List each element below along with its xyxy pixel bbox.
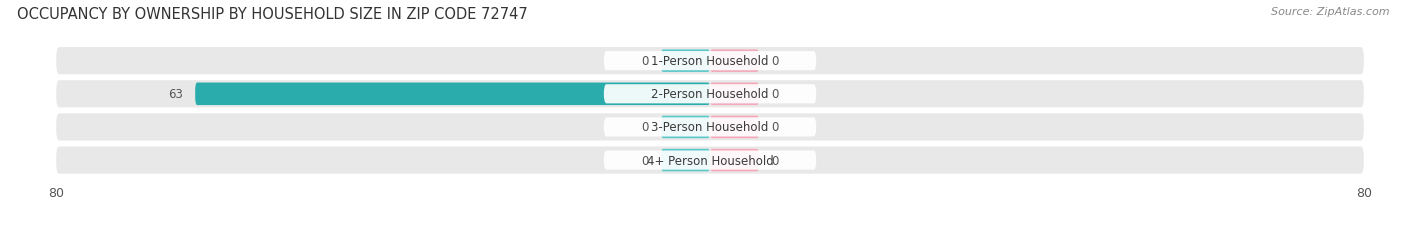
- Text: 0: 0: [641, 121, 648, 134]
- Text: 4+ Person Household: 4+ Person Household: [647, 154, 773, 167]
- FancyBboxPatch shape: [603, 52, 817, 71]
- FancyBboxPatch shape: [710, 50, 759, 73]
- Text: 3-Person Household: 3-Person Household: [651, 121, 769, 134]
- FancyBboxPatch shape: [710, 83, 759, 106]
- Text: 0: 0: [772, 88, 779, 101]
- FancyBboxPatch shape: [603, 151, 817, 170]
- FancyBboxPatch shape: [603, 118, 817, 137]
- FancyBboxPatch shape: [56, 81, 1364, 108]
- Text: 0: 0: [772, 154, 779, 167]
- FancyBboxPatch shape: [661, 50, 710, 73]
- FancyBboxPatch shape: [56, 114, 1364, 141]
- Text: 63: 63: [169, 88, 183, 101]
- FancyBboxPatch shape: [603, 85, 817, 104]
- Text: 0: 0: [641, 55, 648, 68]
- Text: OCCUPANCY BY OWNERSHIP BY HOUSEHOLD SIZE IN ZIP CODE 72747: OCCUPANCY BY OWNERSHIP BY HOUSEHOLD SIZE…: [17, 7, 527, 22]
- FancyBboxPatch shape: [195, 83, 710, 106]
- Text: 1-Person Household: 1-Person Household: [651, 55, 769, 68]
- Text: 0: 0: [641, 154, 648, 167]
- FancyBboxPatch shape: [710, 149, 759, 172]
- FancyBboxPatch shape: [661, 149, 710, 172]
- FancyBboxPatch shape: [710, 116, 759, 139]
- Text: Source: ZipAtlas.com: Source: ZipAtlas.com: [1271, 7, 1389, 17]
- Text: 0: 0: [772, 121, 779, 134]
- FancyBboxPatch shape: [661, 116, 710, 139]
- Text: 0: 0: [772, 55, 779, 68]
- FancyBboxPatch shape: [56, 147, 1364, 174]
- Text: 2-Person Household: 2-Person Household: [651, 88, 769, 101]
- FancyBboxPatch shape: [56, 48, 1364, 75]
